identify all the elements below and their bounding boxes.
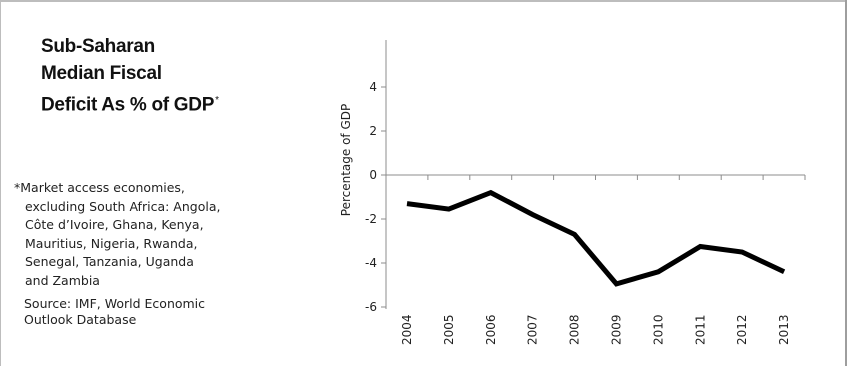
title-footnote-mark: *	[215, 95, 219, 106]
footnote-line-4: Mauritius, Nigeria, Rwanda,	[25, 235, 198, 251]
x-axis: 2004 2005 2006 2007 2008 2009 2010 2011 2012 2013	[385, 174, 806, 345]
frame-right-border	[845, 0, 847, 366]
series-line	[406, 189, 786, 287]
x-tick-label: 2012	[735, 314, 749, 345]
x-tick-label: 2011	[693, 314, 707, 345]
footnote-line-3: Côte d’Ivoire, Ghana, Kenya,	[25, 217, 204, 232]
x-tick-label: 2008	[568, 314, 582, 345]
y-axis-label: Percentage of GDP	[339, 104, 353, 216]
footnote-line-1: *Market access economies,	[14, 180, 185, 195]
footnote-line-6: and Zambia	[25, 272, 100, 288]
source-line-2: Outlook Database	[24, 312, 137, 327]
x-tick-label: 2009	[609, 314, 623, 345]
y-axis: -6 -4 -2 0 2 4	[365, 40, 387, 314]
frame-left-border	[0, 0, 1, 366]
x-tick-label: 2004	[400, 314, 414, 345]
y-tick-label: 2	[369, 124, 377, 138]
title-line-1: Sub-Saharan	[41, 36, 155, 57]
title-line-2: Median Fiscal	[41, 63, 162, 84]
source-line-1: Source: IMF, World Economic	[24, 296, 206, 311]
chart-title: Sub-Saharan Median Fiscal Deficit As % o…	[41, 33, 311, 118]
x-tick-label: 2007	[526, 314, 540, 345]
footnote: *Market access economies, excluding Sout…	[14, 179, 314, 290]
y-tick-label: -6	[365, 300, 377, 314]
x-tick-label: 2013	[777, 314, 791, 345]
title-line-3-text: Deficit As % of GDP	[41, 94, 215, 116]
x-tick-label: 2005	[442, 314, 456, 345]
footnote-line-5: Senegal, Tanzania, Uganda	[25, 254, 194, 269]
y-tick-label: 0	[369, 168, 377, 182]
y-tick-label: -4	[365, 256, 377, 270]
title-line-3: Deficit As % of GDP*	[41, 87, 311, 118]
x-tick-label: 2010	[651, 314, 665, 345]
source-note: Source: IMF, World Economic Outlook Data…	[24, 296, 284, 328]
x-tick-label: 2006	[484, 314, 498, 345]
y-tick-label: 4	[369, 80, 377, 94]
footnote-line-2: excluding South Africa: Angola,	[25, 198, 221, 214]
frame-top-border	[0, 0, 847, 2]
series-group	[406, 189, 786, 287]
y-tick-label: -2	[365, 212, 377, 226]
